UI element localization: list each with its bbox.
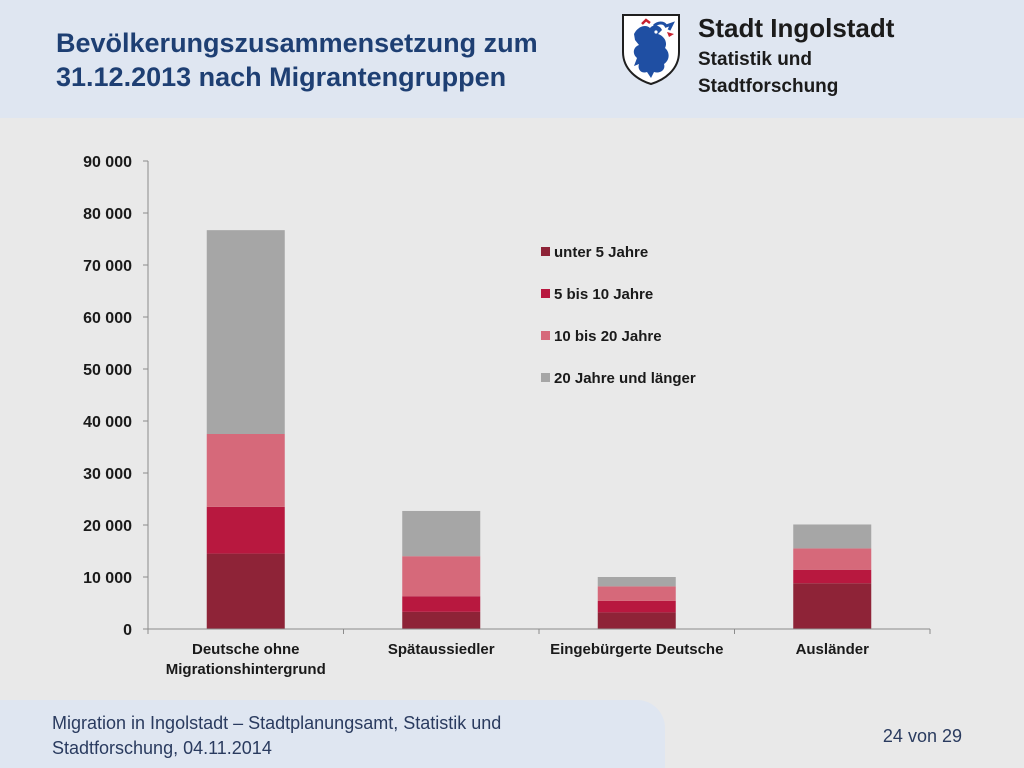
y-tick-label: 0	[123, 622, 132, 639]
bar-segment	[597, 612, 676, 629]
stacked-bar-chart: 0 10 000 20 000 30 000 40 000 50 000 60 000 70 …	[83, 154, 931, 678]
bar-segment	[793, 548, 872, 570]
x-category-label: Ausländer	[796, 641, 870, 658]
bar-segment	[206, 506, 285, 554]
legend-label: 10 bis 20 Jahre	[554, 328, 662, 345]
bar-segment	[597, 586, 676, 601]
org-block: Stadt Ingolstadt Statistik und Stadtfors…	[698, 12, 898, 100]
legend-swatch	[541, 331, 550, 340]
bar-segment	[793, 569, 872, 584]
org-name: Stadt Ingolstadt	[698, 13, 895, 43]
header-bar: Bevölkerungszusammensetzung zum 31.12.20…	[0, 0, 1024, 118]
bar-segment	[402, 596, 481, 612]
y-axis: 0 10 000 20 000 30 000 40 000 50 000 60 000 70 …	[83, 154, 149, 639]
y-tick-label: 50 000	[83, 362, 132, 379]
bar-segment	[597, 600, 676, 613]
bar-segment	[402, 611, 481, 629]
title-line-1: Bevölkerungszusammensetzung zum	[56, 28, 538, 58]
legend-label: 20 Jahre und länger	[554, 370, 696, 387]
title-line-2: 31.12.2013 nach Migrantengruppen	[56, 62, 507, 92]
bar-segment	[793, 524, 872, 549]
y-tick-label: 30 000	[83, 466, 132, 483]
bar-segment	[597, 577, 676, 587]
legend-label: 5 bis 10 Jahre	[554, 286, 653, 303]
footer-panel	[0, 700, 665, 768]
x-category-label: Spätaussiedler	[388, 641, 495, 658]
ingolstadt-panther-coat-of-arms-icon	[622, 14, 680, 86]
x-category-label: Eingebürgerte Deutsche	[550, 641, 723, 658]
bar-segment	[402, 556, 481, 597]
legend-swatch	[541, 289, 550, 298]
footer-source: Migration in Ingolstadt – Stadtplanungsa…	[52, 713, 502, 758]
y-tick-label: 90 000	[83, 154, 132, 171]
y-tick-label: 60 000	[83, 310, 132, 327]
x-category-label: Deutsche ohne	[192, 641, 300, 658]
y-tick-label: 40 000	[83, 414, 132, 431]
bar-segment	[793, 583, 872, 629]
y-tick-label: 20 000	[83, 518, 132, 535]
bar-stacks	[206, 230, 872, 629]
y-tick-label: 70 000	[83, 258, 132, 275]
bar-segment	[402, 510, 481, 557]
page-number: 24 von 29	[882, 726, 962, 746]
legend-swatch	[541, 247, 550, 256]
page-title: Bevölkerungszusammensetzung zum 31.12.20…	[56, 26, 596, 94]
bar-segment	[206, 230, 285, 434]
chart-legend: unter 5 Jahre 5 bis 10 Jahre 10 bis 20 Jah…	[541, 244, 696, 387]
bar-segment	[206, 434, 285, 507]
legend-label: unter 5 Jahre	[554, 244, 648, 261]
x-category-label: Migrationshintergrund	[166, 661, 326, 678]
y-tick-label: 80 000	[83, 206, 132, 223]
bar-segment	[206, 553, 285, 629]
x-axis: Deutsche ohne Migrationshintergrund Spätau…	[147, 628, 931, 678]
legend-swatch	[541, 373, 550, 382]
y-tick-label: 10 000	[83, 570, 132, 587]
org-department: Statistik und Stadtforschung	[698, 49, 839, 97]
